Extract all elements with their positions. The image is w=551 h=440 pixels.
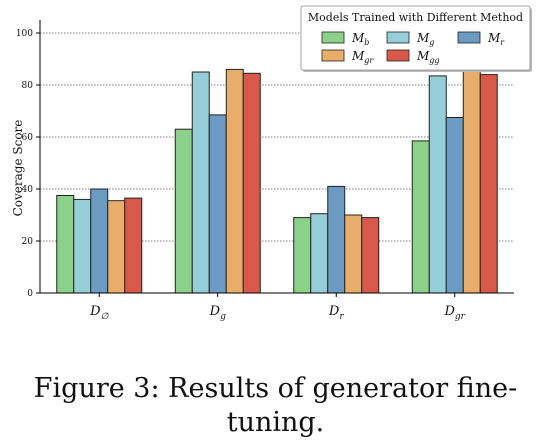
x-axis-ticks: D∅ Dg Dr Dgr: [89, 293, 466, 322]
bar-chart: 0 20 40 60 80 100 D∅ Dg Dr Dgr Coverage Score Mo…: [11, 5, 532, 322]
legend-label: Mr: [487, 31, 505, 47]
y-tick-label: 80: [22, 81, 34, 91]
bar: [124, 197, 143, 294]
bar: [411, 140, 430, 294]
bar: [293, 217, 312, 294]
y-axis-ticks: 0 20 40 60 80 100: [16, 29, 40, 299]
axes: [39, 20, 514, 294]
y-tick-label: 40: [22, 185, 34, 195]
legend-swatch: [321, 31, 345, 44]
x-tick-label: D∅: [89, 304, 109, 322]
bar: [361, 217, 380, 294]
bar: [90, 188, 109, 294]
legend-swatch: [321, 49, 345, 62]
y-tick-label: 0: [27, 289, 33, 299]
legend-swatch: [386, 49, 410, 62]
bar: [225, 68, 244, 294]
y-tick-label: 100: [16, 29, 33, 39]
legend-label: Mb: [351, 31, 369, 47]
legend-label: Mgr: [351, 49, 374, 65]
legend-box: [300, 5, 531, 71]
bars: [56, 68, 498, 294]
bar: [56, 195, 75, 294]
x-tick-label: Dgr: [443, 304, 465, 322]
legend-swatch: [457, 31, 481, 44]
bar: [327, 185, 346, 294]
bar: [191, 71, 210, 294]
y-axis-label: Coverage Score: [11, 120, 25, 217]
y-tick-label: 20: [22, 237, 34, 247]
bar: [462, 70, 481, 294]
legend-label: Mg: [416, 31, 434, 47]
legend: Models Trained with Different Method Mb Mg…: [300, 5, 532, 72]
legend-title: Models Trained with Different Method: [308, 11, 523, 24]
bar: [107, 200, 126, 294]
bar: [242, 72, 261, 294]
bar: [73, 198, 92, 294]
y-tick-label: 60: [22, 133, 34, 143]
bar: [479, 74, 498, 294]
bar: [428, 75, 447, 294]
bar: [344, 214, 363, 294]
bar: [445, 117, 464, 294]
bar: [310, 213, 329, 294]
legend-swatch: [386, 31, 410, 44]
figure-caption: Figure 3: Results of generator fine-tuni…: [33, 373, 518, 438]
bar: [208, 114, 227, 294]
x-tick-label: Dg: [209, 304, 226, 322]
x-tick-label: Dr: [328, 304, 344, 322]
legend-label: Mgg: [416, 49, 440, 65]
bar: [174, 128, 193, 294]
